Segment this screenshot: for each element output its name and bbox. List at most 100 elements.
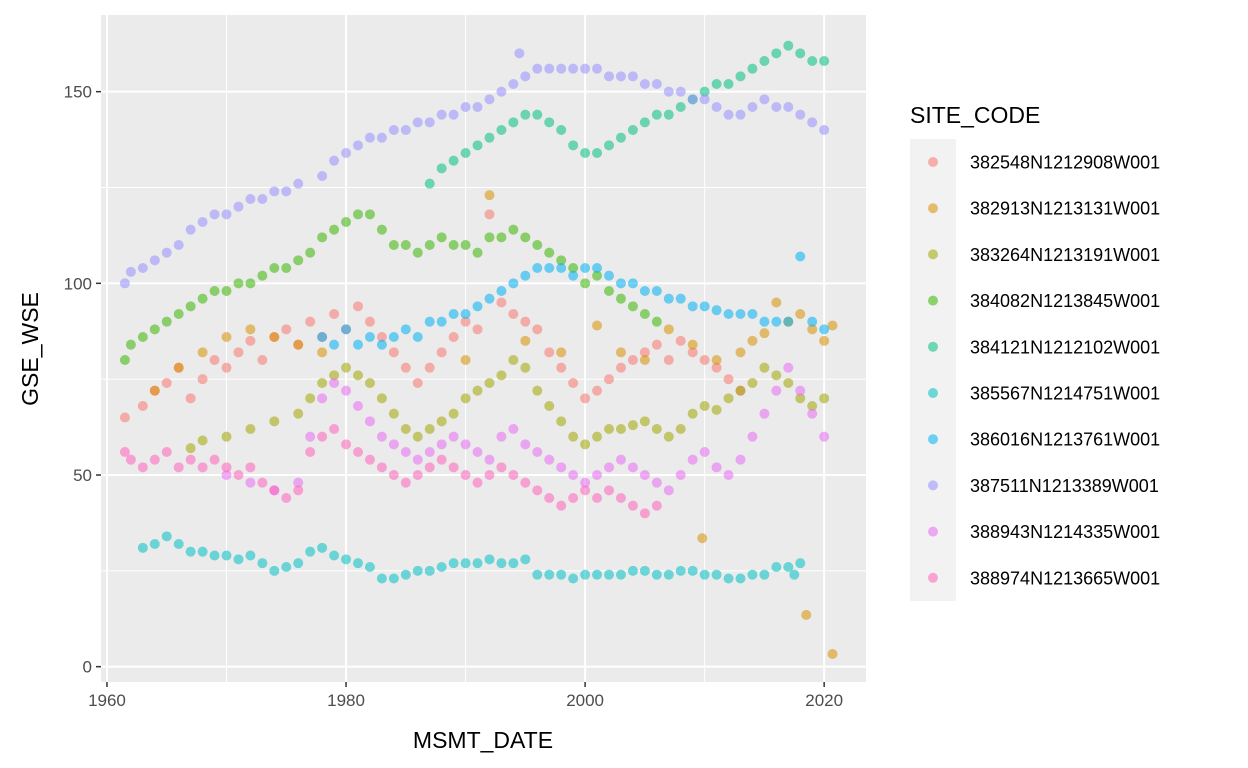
data-point — [376, 573, 387, 584]
data-point — [412, 378, 423, 388]
data-point — [400, 362, 411, 373]
data-point — [317, 431, 328, 442]
data-point — [364, 454, 375, 465]
x-tick-label: 1960 — [88, 691, 126, 710]
data-point — [639, 286, 650, 296]
data-point — [305, 247, 316, 258]
data-point — [197, 347, 208, 358]
data-point — [795, 385, 806, 396]
data-point — [771, 562, 782, 572]
legend-label: 383264N1213191W001 — [970, 245, 1160, 265]
data-point — [627, 301, 638, 312]
data-point — [352, 370, 363, 381]
data-point — [592, 270, 603, 281]
data-point — [460, 102, 471, 112]
data-point — [520, 109, 531, 120]
data-point — [484, 94, 495, 105]
data-point — [293, 255, 304, 266]
data-point — [639, 416, 650, 427]
data-point — [556, 416, 567, 427]
data-point — [341, 324, 352, 335]
data-point — [400, 447, 411, 457]
data-point — [352, 209, 363, 220]
data-point — [687, 339, 698, 350]
data-point — [639, 355, 650, 365]
data-point — [556, 263, 567, 273]
data-point — [580, 393, 591, 404]
plot-panel — [101, 15, 866, 682]
data-point — [663, 293, 674, 304]
data-point — [137, 263, 148, 273]
data-point — [604, 71, 615, 82]
data-point — [472, 140, 483, 151]
data-point — [687, 94, 698, 105]
data-point — [364, 132, 375, 143]
legend-key — [928, 572, 938, 583]
data-point — [376, 224, 387, 235]
data-point — [364, 209, 375, 220]
data-point — [735, 385, 746, 396]
data-point — [759, 569, 770, 580]
legend-label: 382913N1213131W001 — [970, 199, 1160, 219]
data-point — [317, 542, 328, 553]
data-point — [149, 454, 160, 465]
data-point — [209, 286, 220, 296]
data-point — [305, 393, 316, 404]
data-point — [173, 240, 184, 250]
data-point — [544, 117, 555, 128]
data-point — [807, 316, 818, 327]
data-point — [663, 324, 674, 335]
data-point — [615, 454, 626, 465]
data-point — [556, 347, 567, 358]
data-point — [627, 462, 638, 473]
data-point — [412, 431, 423, 442]
data-point — [508, 558, 519, 569]
data-point — [711, 305, 722, 316]
data-point — [484, 232, 495, 243]
data-point — [592, 493, 603, 503]
data-point — [520, 232, 531, 243]
y-axis-title: GSE_WSE — [17, 292, 43, 406]
data-point — [305, 431, 316, 442]
data-point — [197, 217, 208, 227]
data-point — [472, 447, 483, 457]
data-point — [400, 424, 411, 434]
data-point — [484, 470, 495, 480]
data-point — [412, 117, 423, 128]
series-385567N1214751W001 — [137, 531, 806, 584]
data-point — [137, 401, 148, 411]
data-point — [651, 477, 662, 488]
data-point — [412, 565, 423, 576]
data-point — [233, 201, 244, 212]
data-point — [388, 332, 399, 342]
data-point — [496, 297, 507, 308]
data-point — [759, 408, 770, 419]
data-point — [436, 163, 447, 174]
data-point — [329, 155, 340, 166]
data-point — [352, 140, 363, 151]
data-point — [711, 462, 722, 473]
data-point — [281, 493, 292, 503]
data-point — [687, 347, 698, 358]
data-point — [699, 301, 710, 312]
data-point — [675, 86, 686, 97]
data-point — [580, 485, 591, 496]
data-point — [161, 316, 172, 327]
data-point — [759, 316, 770, 327]
data-point — [514, 48, 525, 59]
data-point — [293, 408, 304, 419]
data-point — [173, 539, 184, 549]
data-point — [293, 477, 304, 488]
data-point — [520, 270, 531, 281]
data-point — [639, 565, 650, 576]
minor-gridlines — [101, 15, 866, 682]
data-point — [568, 431, 579, 442]
data-point — [771, 48, 782, 59]
data-point — [735, 573, 746, 584]
data-point — [472, 385, 483, 396]
data-point — [520, 439, 531, 450]
data-point — [412, 247, 423, 258]
data-point — [448, 408, 459, 419]
data-point — [819, 125, 830, 135]
data-point — [472, 102, 483, 112]
